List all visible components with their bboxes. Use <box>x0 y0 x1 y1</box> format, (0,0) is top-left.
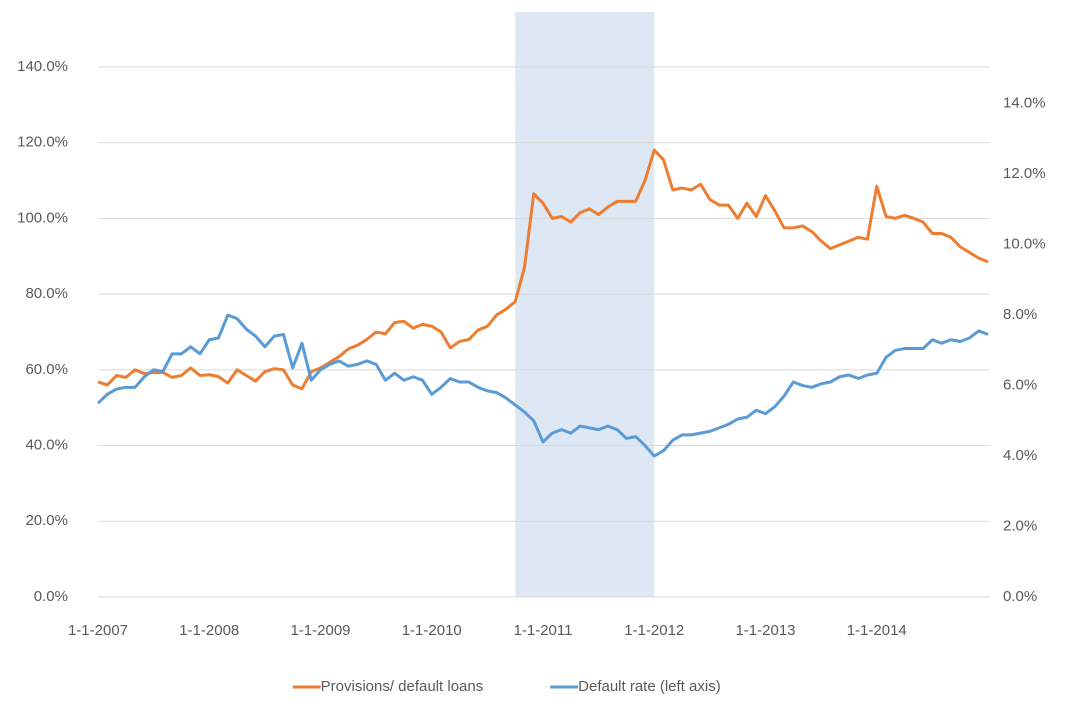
y2-tick-label: 12.0% <box>1003 165 1046 182</box>
y2-tick-label: 2.0% <box>1003 517 1037 534</box>
x-tick-label: 1-1-2008 <box>179 622 239 639</box>
y-tick-label: 80.0% <box>25 285 68 302</box>
x-tick-label: 1-1-2013 <box>735 622 795 639</box>
x-tick-label: 1-1-2014 <box>847 622 907 639</box>
x-tick-label: 1-1-2012 <box>624 622 684 639</box>
y-tick-label: 40.0% <box>25 437 68 454</box>
x-tick-label: 1-1-2009 <box>290 622 350 639</box>
shaded-region <box>515 12 655 597</box>
y-tick-label: 140.0% <box>17 58 68 75</box>
y2-tick-label: 6.0% <box>1003 377 1037 394</box>
y2-tick-label: 14.0% <box>1003 95 1046 112</box>
x-tick-label: 1-1-2010 <box>402 622 462 639</box>
y-tick-label: 0.0% <box>34 588 68 605</box>
y2-tick-label: 0.0% <box>1003 588 1037 605</box>
x-tick-label: 1-1-2007 <box>68 622 128 639</box>
y2-tick-label: 8.0% <box>1003 306 1037 323</box>
series-line <box>97 148 989 391</box>
series-line <box>96 313 989 458</box>
y-tick-label: 100.0% <box>17 209 68 226</box>
x-tick-label: 1-1-2011 <box>514 622 573 639</box>
legend-label: Default rate (left axis) <box>578 678 721 695</box>
y2-tick-label: 10.0% <box>1003 236 1046 253</box>
y-tick-label: 120.0% <box>17 134 68 151</box>
y-tick-label: 60.0% <box>25 361 68 378</box>
y-tick-label: 20.0% <box>25 512 68 529</box>
y2-tick-label: 4.0% <box>1003 447 1037 464</box>
legend-label: Provisions/ default loans <box>321 678 484 695</box>
